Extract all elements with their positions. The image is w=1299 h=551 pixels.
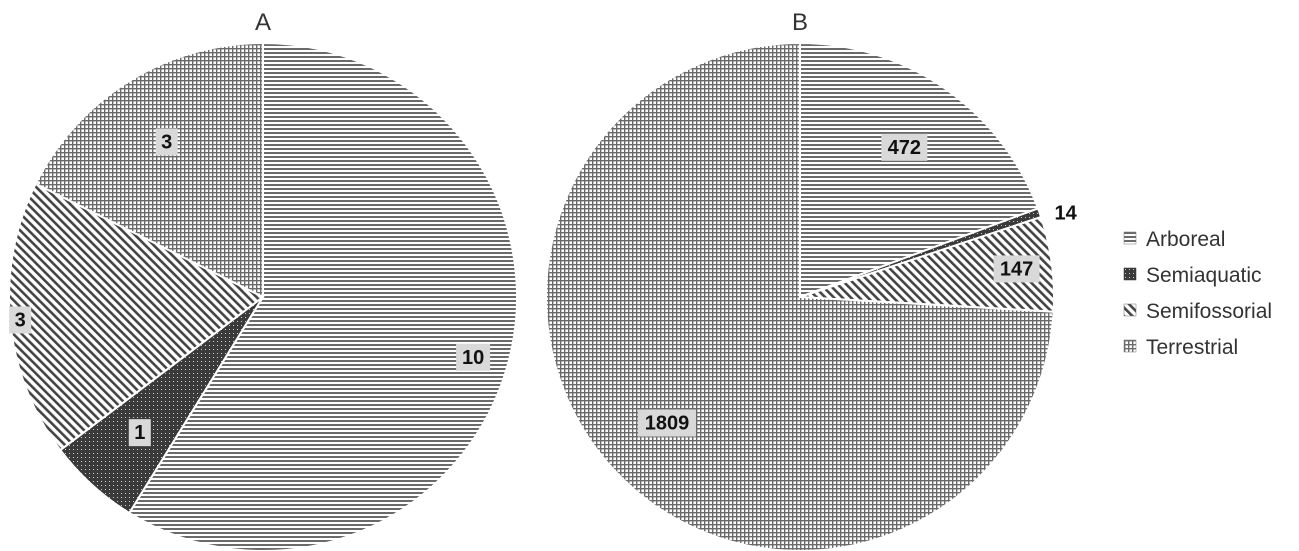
data-label-box [993,255,1040,283]
legend-swatch-semifossorial [1123,303,1137,317]
legend: Arboreal Semiaquatic Semifossorial Terre… [1123,228,1272,359]
pie-a-slices [8,41,518,551]
data-label-text: 3 [15,310,26,332]
pie-a-label-semifossorial: 3 [9,306,32,334]
data-label-box [456,343,491,371]
legend-label-semiaquatic: Semiaquatic [1146,264,1262,287]
pie-b-slice-arboreal [799,41,1040,299]
pie-a-label-semiaquatic: 1 [128,419,151,447]
data-label-text: 1809 [645,413,690,435]
pie-b-label-arboreal: 472 [881,133,928,161]
chart-title-b: B [792,9,808,36]
pie-a-slice-terrestrial [34,41,264,299]
legend-swatch-arboreal [1123,231,1137,245]
pie-a-label-terrestrial: 3 [155,128,178,156]
legend-swatch-terrestrial [1123,339,1137,353]
data-label-text: 472 [888,137,921,159]
data-label-box [128,419,151,447]
data-label-box [638,409,696,437]
legend-label-arboreal: Arboreal [1146,228,1225,251]
data-label-box [155,128,178,156]
data-label-text: 14 [1054,203,1077,225]
legend-label-terrestrial: Terrestrial [1146,336,1238,359]
legend-item-semiaquatic: Semiaquatic [1123,264,1262,287]
pie-a-data-labels: 10 1 3 3 [9,128,491,447]
pie-b-label-semiaquatic: 14 [1054,203,1077,225]
pie-b-label-semifossorial: 147 [993,255,1040,283]
legend-item-semifossorial: Semifossorial [1123,300,1272,323]
pie-b-label-terrestrial: 1809 [638,409,696,437]
legend-swatch-semiaquatic [1123,267,1137,281]
pie-chart-b: B 472 14 147 1809 [545,9,1078,551]
legend-label-semifossorial: Semifossorial [1146,300,1272,323]
chart-title-a: A [255,9,271,36]
data-label-text: 147 [1000,258,1033,280]
legend-item-arboreal: Arboreal [1123,228,1225,251]
legend-item-terrestrial: Terrestrial [1123,336,1238,359]
data-label-text: 10 [462,347,484,369]
pie-chart-a: A 10 1 3 3 [8,9,518,551]
data-label-text: 1 [134,422,145,444]
data-label-box [881,133,928,161]
pie-b-data-labels: 472 14 147 1809 [638,133,1078,437]
data-label-text: 3 [161,132,172,154]
pie-a-label-arboreal: 10 [456,343,491,371]
pie-b-slices [545,41,1055,551]
data-label-box [9,306,32,334]
